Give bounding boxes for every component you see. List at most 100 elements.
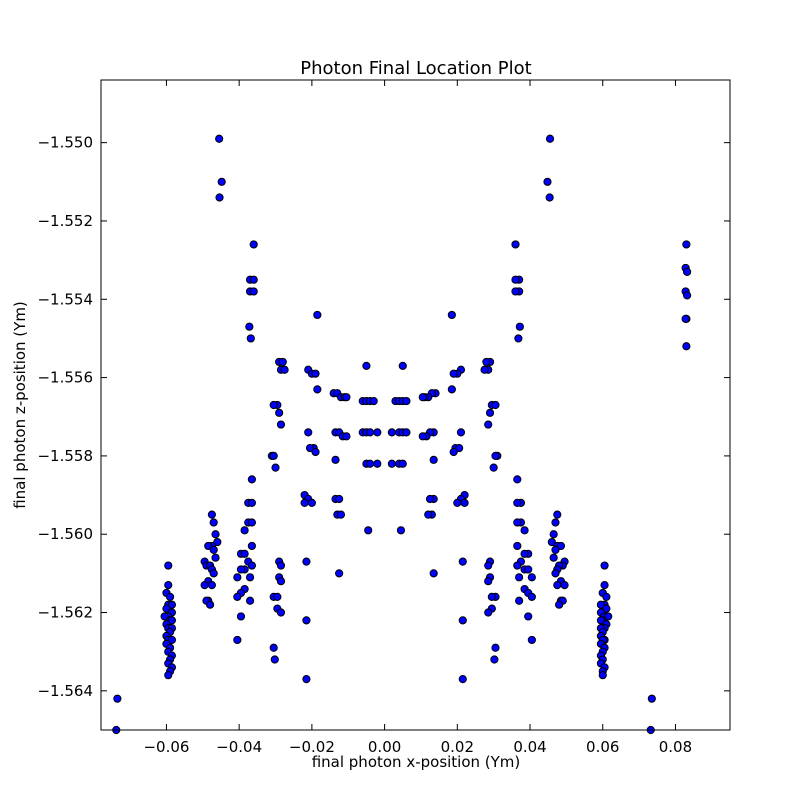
data-point-0-46 (449, 369, 458, 378)
data-point-0-117 (307, 498, 316, 507)
data-point-0-11 (245, 322, 254, 331)
x-tick-label: 0.06 (586, 738, 619, 756)
data-point-0-37 (482, 357, 491, 367)
y-tick-label: −1.550 (37, 134, 93, 152)
data-point-0-73 (484, 420, 493, 429)
data-point-0-177 (247, 541, 256, 551)
x-tick-label: 0.04 (513, 738, 546, 756)
data-point-0-109 (387, 459, 396, 468)
data-point-0-97 (402, 428, 411, 437)
data-point-0-179 (247, 561, 256, 570)
data-point-0-294 (113, 694, 122, 703)
data-point-0-146 (209, 569, 218, 578)
data-point-0-129 (513, 498, 522, 507)
data-point-0-13 (511, 240, 520, 249)
data-point-0-104 (331, 455, 340, 464)
data-point-0-65 (402, 396, 411, 406)
data-point-0-43 (313, 385, 322, 394)
data-point-0-187 (245, 596, 255, 605)
x-tick-label: 0.08 (659, 738, 692, 756)
data-point-0-230 (491, 643, 500, 652)
data-point-0-135 (209, 518, 218, 527)
data-point-0-293 (598, 671, 607, 680)
data-point-0-24 (683, 291, 692, 300)
data-point-0-158 (556, 541, 566, 551)
data-point-0-22 (683, 267, 692, 276)
data-point-0-204 (527, 592, 536, 601)
data-point-0-197 (513, 561, 522, 570)
data-point-0-277 (596, 616, 606, 625)
data-point-0-176 (240, 549, 249, 558)
data-point-0-272 (602, 604, 611, 613)
data-point-0-296 (647, 694, 656, 703)
data-point-0-165 (551, 569, 560, 578)
data-point-0-136 (211, 530, 220, 539)
data-point-0-275 (604, 612, 613, 621)
data-point-0-137 (213, 537, 222, 547)
data-point-0-78 (456, 428, 466, 437)
data-point-0-215 (276, 577, 286, 586)
data-point-0-171 (555, 600, 564, 609)
y-tick-label: −1.564 (37, 682, 93, 700)
x-tick-label: −0.02 (289, 738, 335, 756)
data-point-0-26 (681, 314, 690, 323)
plot-frame (100, 79, 731, 731)
data-point-0-100 (271, 463, 280, 472)
y-tick-label: −1.562 (37, 604, 93, 622)
data-point-0-241 (165, 592, 175, 601)
data-point-0-31 (398, 361, 407, 370)
y-axis: −1.550 −1.552 −1.554 −1.556 −1.558 −1.560 −1.5… (37, 134, 730, 700)
data-point-0-125 (425, 494, 435, 504)
data-point-0-207 (527, 635, 536, 645)
data-point-0-267 (600, 581, 609, 590)
data-point-0-149 (207, 581, 216, 590)
data-point-0-5 (545, 193, 554, 202)
data-point-0-189 (233, 635, 242, 645)
data-point-0-220 (269, 643, 278, 652)
data-point-0-217 (273, 592, 282, 601)
data-point-0-15 (511, 275, 520, 284)
data-point-0-167 (560, 581, 569, 590)
data-point-0-153 (553, 510, 562, 519)
x-tick-label: 0.02 (441, 738, 474, 756)
data-point-0-139 (204, 541, 213, 551)
data-point-0-116 (300, 498, 309, 507)
data-point-0-113 (513, 475, 522, 484)
data-point-0-27 (682, 342, 691, 351)
data-point-0-173 (247, 518, 256, 527)
data-point-0-120 (460, 498, 469, 507)
data-point-0-29 (447, 310, 456, 320)
data-point-0-103 (489, 463, 498, 472)
data-point-0-133 (424, 510, 433, 519)
data-point-0-67 (269, 400, 278, 410)
data-point-0-236 (302, 675, 311, 684)
data-point-0-199 (524, 565, 533, 574)
x-tick-label: −0.04 (216, 738, 262, 756)
data-point-0-121 (453, 498, 462, 507)
data-point-0-20 (682, 240, 691, 249)
data-point-0-131 (336, 510, 346, 519)
data-point-0-19 (514, 334, 523, 343)
data-point-0-127 (247, 498, 256, 507)
data-point-0-2 (215, 193, 224, 202)
y-tick-label: −1.558 (37, 447, 93, 465)
data-point-0-232 (335, 569, 344, 578)
data-point-0-134 (207, 510, 216, 519)
data-point-0-227 (487, 592, 496, 601)
data-point-0-249 (167, 616, 176, 625)
data-point-0-219 (276, 608, 286, 617)
data-point-0-221 (270, 655, 279, 664)
data-point-0-61 (369, 396, 378, 406)
x-tick-label: −0.06 (143, 738, 189, 756)
data-point-0-211 (458, 557, 467, 566)
data-point-0-205 (515, 596, 524, 605)
data-point-0-1 (217, 177, 226, 186)
data-point-0-192 (520, 526, 529, 535)
data-point-0-238 (164, 561, 173, 570)
data-point-0-52 (342, 393, 351, 402)
data-point-0-266 (600, 561, 609, 570)
y-axis-label: final photon z-position (Ym) (11, 301, 29, 509)
data-point-0-182 (245, 573, 255, 582)
data-point-0-28 (313, 310, 322, 320)
